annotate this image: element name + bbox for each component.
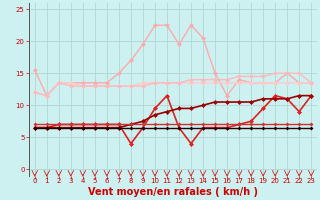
X-axis label: Vent moyen/en rafales ( km/h ): Vent moyen/en rafales ( km/h ) [88, 187, 258, 197]
